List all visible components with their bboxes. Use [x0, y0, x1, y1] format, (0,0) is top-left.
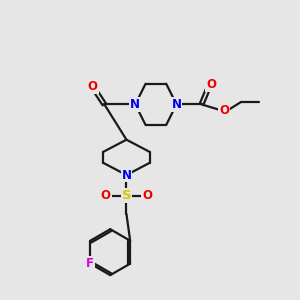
Text: F: F: [86, 257, 94, 270]
Text: O: O: [88, 80, 98, 93]
Text: N: N: [130, 98, 140, 111]
Text: O: O: [219, 104, 229, 117]
Text: N: N: [122, 169, 131, 182]
Text: O: O: [206, 78, 216, 91]
Text: N: N: [172, 98, 182, 111]
Text: O: O: [101, 189, 111, 202]
Text: O: O: [142, 189, 152, 202]
Text: S: S: [122, 189, 131, 202]
